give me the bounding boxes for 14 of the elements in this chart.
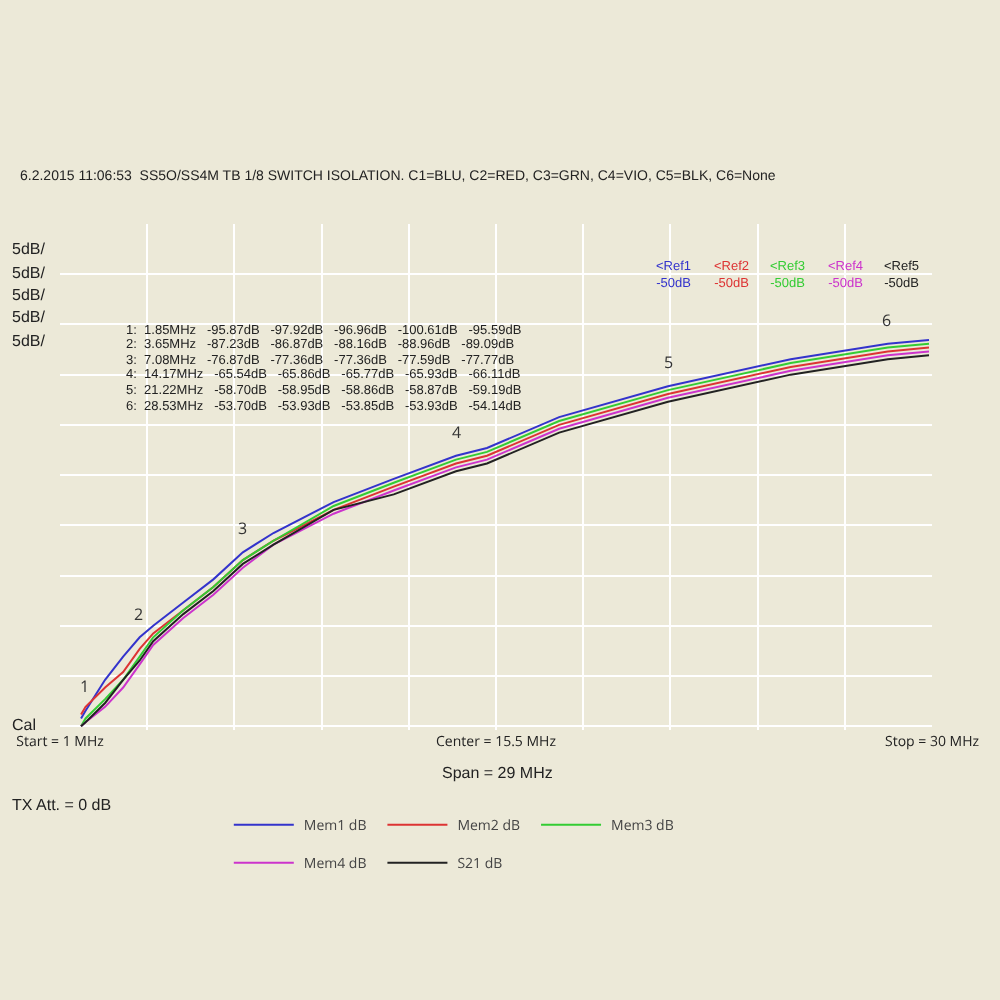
text: TX Att. = 0 dB: [12, 796, 112, 814]
text: Cal: [12, 716, 37, 734]
text: 5dB/: [12, 240, 47, 258]
annotation: 2: [134, 604, 144, 626]
annotation: 5: [664, 352, 674, 374]
annotation: 1: [80, 676, 90, 698]
annotation: 6: [882, 310, 892, 332]
annotation: 4: [452, 422, 462, 444]
text: Span = 29 MHz: [442, 764, 553, 782]
annotation: 3: [238, 518, 248, 540]
text: 5dB/: [12, 264, 47, 282]
text: 5dB/: [12, 332, 47, 350]
text: 5dB/: [12, 286, 47, 304]
text: 5dB/: [12, 308, 47, 326]
